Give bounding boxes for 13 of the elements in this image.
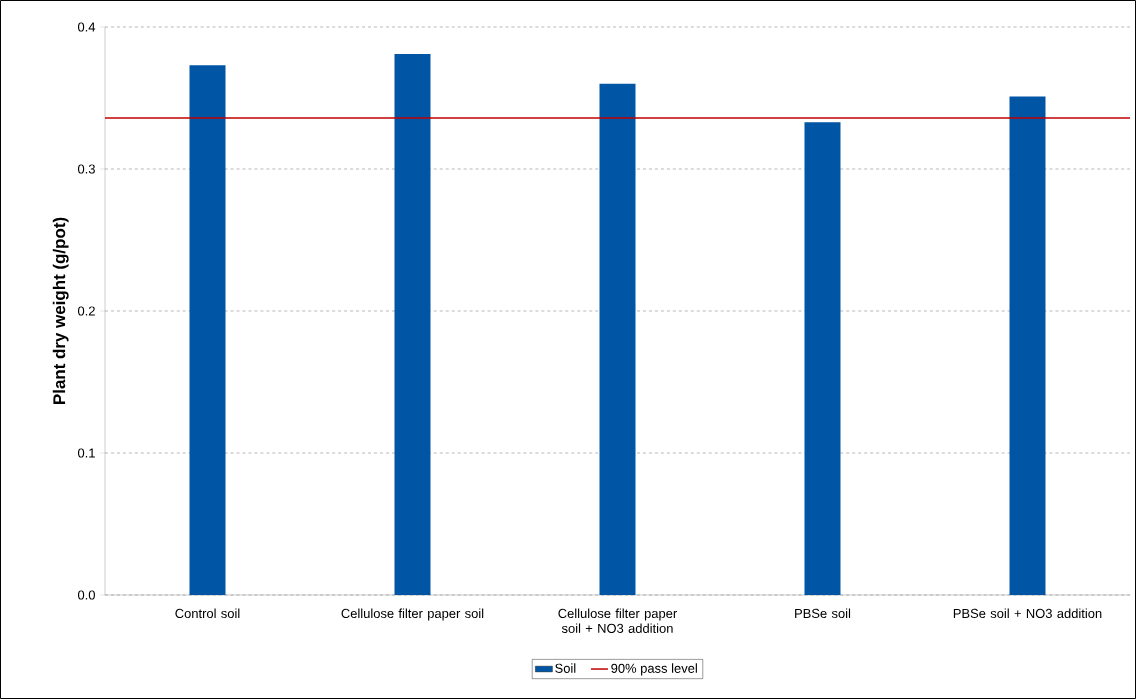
x-tick-label: PBSe soil + NO3 addition (953, 608, 1102, 619)
x-tick-label: Control soil (175, 608, 240, 619)
y-tick-label: 0.4 (77, 22, 96, 32)
y-tick-label: 0.3 (77, 164, 95, 174)
legend-label: Soil (555, 663, 576, 673)
x-tick-label: PBSe soil (795, 608, 851, 619)
y-tick-label: 0.1 (77, 448, 95, 458)
x-tick-label: Cellulose filter paper soil + NO3 addition (558, 608, 677, 633)
x-tick-label: Cellulose filter paper soil (341, 608, 484, 621)
y-tick-label: 0.0 (77, 590, 95, 600)
y-tick-label: 0.2 (77, 306, 95, 316)
legend-label: 90% pass level (611, 663, 697, 676)
y-axis-title: Plant dry weight (g/pot) (52, 217, 69, 404)
